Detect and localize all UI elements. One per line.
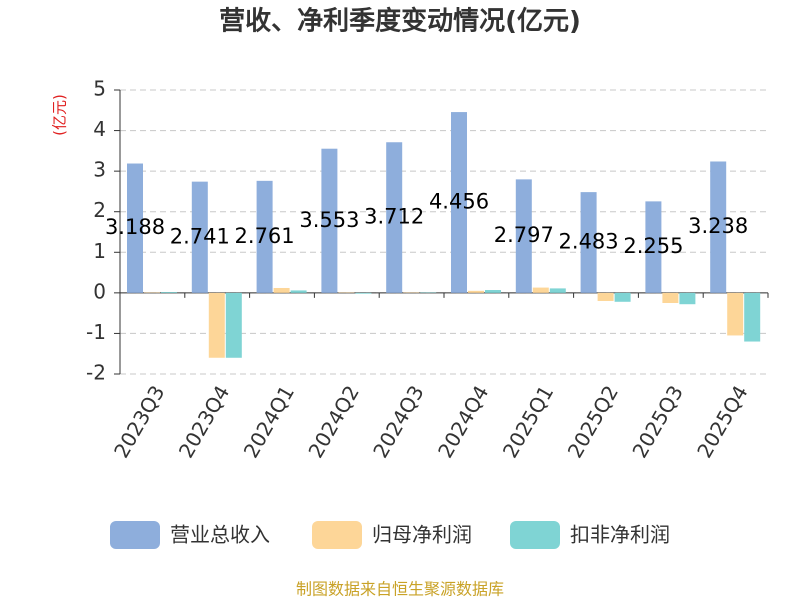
y-tick-label: -1	[86, 320, 106, 344]
bar	[532, 287, 549, 293]
bar	[355, 292, 372, 294]
value-label: 3.712	[364, 205, 424, 229]
value-label: 2.483	[559, 229, 619, 253]
y-tick-label: 4	[93, 117, 106, 141]
x-tick-label: 2025Q1	[498, 381, 558, 462]
x-tick-label: 2024Q2	[303, 381, 363, 462]
legend-swatch	[510, 521, 560, 549]
bar	[256, 180, 273, 293]
x-tick-label: 2025Q4	[692, 381, 752, 462]
x-tick-label: 2025Q2	[563, 381, 623, 462]
legend-label: 扣非净利润	[570, 523, 670, 547]
value-label: 3.553	[299, 208, 359, 232]
legend-label: 营业总收入	[170, 523, 270, 547]
value-label: 2.797	[494, 223, 554, 247]
value-label: 3.238	[688, 214, 748, 238]
bar	[191, 181, 208, 293]
bar	[515, 179, 532, 293]
source-note: 制图数据来自恒生聚源数据库	[296, 580, 504, 599]
bar	[597, 292, 614, 301]
y-tick-label: 0	[93, 279, 106, 303]
value-label: 3.188	[105, 215, 165, 239]
x-tick-label: 2023Q4	[174, 381, 234, 462]
bar	[451, 112, 467, 293]
value-label: 2.761	[235, 224, 295, 248]
bar	[161, 292, 177, 293]
bar	[290, 290, 307, 293]
value-label: 2.255	[623, 234, 683, 258]
legend-label: 归母净利润	[372, 523, 472, 547]
bar	[710, 161, 727, 293]
y-tick-label: 2	[93, 198, 106, 222]
x-tick-label: 2025Q3	[627, 381, 687, 462]
chart-title: 营收、净利季度变动情况(亿元)	[219, 6, 581, 37]
bar	[744, 292, 761, 342]
x-tick-label: 2024Q4	[433, 381, 493, 462]
bar	[645, 201, 662, 293]
x-tick-label: 2023Q3	[109, 381, 169, 462]
y-tick-label: 3	[93, 158, 106, 182]
legend-swatch	[110, 521, 160, 549]
bar	[468, 290, 484, 293]
bar	[386, 142, 403, 293]
bar	[580, 192, 597, 293]
bar	[485, 290, 501, 293]
x-tick-label: 2024Q1	[239, 381, 299, 462]
bar	[321, 148, 338, 293]
bar	[727, 292, 744, 336]
x-tick-label: 2024Q3	[368, 381, 428, 462]
bar	[549, 288, 566, 293]
y-axis-label: (亿元)	[51, 94, 69, 136]
legend-swatch	[312, 521, 362, 549]
bar	[225, 292, 242, 358]
value-label: 4.456	[429, 189, 489, 213]
y-tick-label: 1	[93, 239, 106, 263]
bar	[273, 287, 290, 293]
bar	[679, 292, 696, 305]
bar	[208, 292, 225, 358]
bar	[614, 292, 631, 302]
bar	[127, 163, 143, 293]
bar	[662, 292, 679, 303]
value-label: 2.741	[170, 224, 230, 248]
y-tick-label: 5	[93, 77, 106, 101]
y-tick-label: -2	[86, 361, 106, 385]
